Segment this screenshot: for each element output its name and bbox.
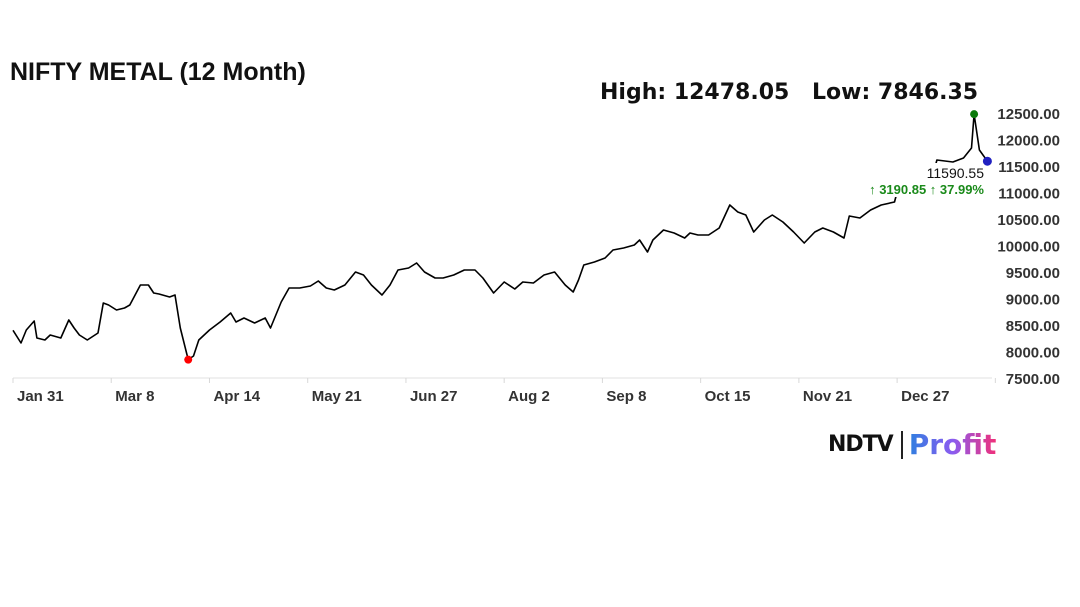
- x-tick-label: Nov 21: [803, 388, 852, 405]
- price-line: [12, 113, 989, 361]
- logo-divider: [900, 430, 903, 459]
- x-tick-label: Apr 14: [213, 388, 260, 405]
- y-tick-label: 11500.00: [998, 159, 1060, 176]
- x-tick-label: Sep 8: [606, 388, 646, 405]
- y-tick-label: 9000.00: [1006, 292, 1060, 309]
- y-tick-label: 8500.00: [1006, 318, 1060, 335]
- y-tick-label: 10000.00: [997, 239, 1060, 256]
- y-tick-label: 12000.00: [997, 133, 1060, 150]
- high-marker: [970, 110, 979, 119]
- last-value-label: 11590.55: [927, 165, 985, 181]
- y-tick-label: 10500.00: [997, 212, 1060, 229]
- low-label: Low: 7846.35: [812, 80, 979, 105]
- chart-title: NIFTY METAL (12 Month): [10, 58, 306, 86]
- value-label-background: [858, 163, 988, 197]
- y-tick-label: 7500.00: [1006, 371, 1060, 388]
- logo-ndtv: NDTV: [828, 432, 894, 457]
- logo-profit: Profit: [908, 428, 997, 461]
- low-marker: [184, 355, 193, 364]
- last-value-marker: [982, 156, 992, 166]
- y-tick-label: 11000.00: [998, 186, 1060, 203]
- y-tick-label: 8000.00: [1006, 345, 1060, 362]
- y-tick-label: 9500.00: [1006, 265, 1060, 282]
- x-tick-label: Jan 31: [17, 388, 64, 405]
- x-tick-label: Aug 2: [508, 388, 550, 405]
- change-label: ↑ 3190.85 ↑ 37.99%: [869, 182, 984, 197]
- x-tick-label: Mar 8: [115, 388, 154, 405]
- x-tick-label: Dec 27: [901, 388, 949, 405]
- x-tick-label: May 21: [312, 388, 362, 405]
- ndtv-profit-logo: NDTV Profit: [828, 428, 996, 461]
- y-tick-label: 12500.00: [997, 106, 1060, 123]
- x-tick-label: Jun 27: [410, 388, 458, 405]
- high-label: High: 12478.05: [600, 80, 790, 105]
- x-tick-label: Oct 15: [705, 388, 751, 405]
